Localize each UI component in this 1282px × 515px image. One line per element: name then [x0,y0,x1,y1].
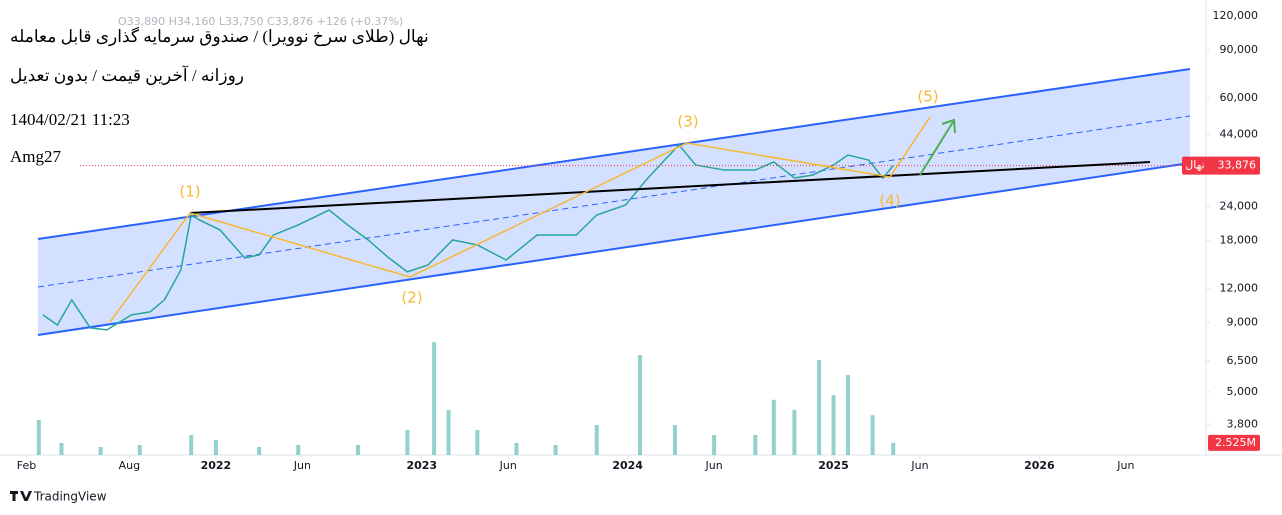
y-tick-label: 120,000 [1213,9,1259,22]
x-tick-label: Feb [17,459,36,472]
volume-bar [189,434,194,455]
logo [10,491,32,501]
y-tick-label: 9,000 [1227,315,1259,328]
x-tick-label: Jun [1116,459,1134,472]
x-tick-label: 2023 [406,459,437,472]
volume-bar [792,409,797,455]
y-tick-label: 60,000 [1220,91,1259,104]
volume-label-bg [1208,434,1260,451]
volume-bar [594,425,599,455]
volume-bar [475,430,480,455]
y-tick-label: 3,800 [1227,417,1259,430]
title: نهال (طلای سرخ نوویرا) / صندوق سرمایه گذ… [10,26,429,47]
x-tick-label: 2024 [612,459,643,472]
wave-label: (3) [677,113,698,131]
channel-lower [37,162,1191,336]
volume-bar [831,395,836,455]
volume-bar [817,359,822,455]
price-tag-symbol: نهال [1185,159,1204,172]
x-tick-label: Jun [910,459,928,472]
channel-mid [37,115,1191,288]
wave-label: (2) [401,289,422,307]
arrow [919,121,954,176]
wave-lines [109,116,931,323]
y-tick-label: 5,000 [1227,385,1259,398]
trend-line [189,161,1151,214]
volume-bar [771,399,776,455]
volume-bar [712,434,717,455]
volume-bar [673,425,677,455]
x-tick-label: Aug [119,459,140,472]
x-tick-label: Jun [705,459,723,472]
volume-bar [638,355,642,455]
wave-label: (4) [879,192,900,210]
volume-bar [405,430,410,455]
volume-bar [59,443,64,455]
y-tick-label: 18,000 [1220,233,1259,246]
volume-bar [432,342,437,455]
wave-label: (5) [917,88,938,106]
volume-bar [296,445,301,455]
volume-bar [845,374,850,455]
volume-bar [355,445,360,455]
x-tick-label: Jun [293,459,311,472]
y-tick-label: 6,500 [1227,354,1259,367]
author: Amg27 [10,147,62,166]
ohlc-legend: O33,890 H34,160 L33,750 C33,876 +126 (+0… [118,15,403,28]
volume-bar [137,445,142,455]
price-tag-bg [1182,156,1260,175]
x-tick-label: 2022 [201,459,232,472]
volume-bar [257,446,262,455]
datetime: 1404/02/21 11:23 [10,110,130,129]
volume-bar [98,446,103,455]
volume-bar [891,442,896,455]
x-tick-label: Jun [499,459,517,472]
y-tick-label: 90,000 [1220,43,1259,56]
y-tick-label: 44,000 [1220,128,1259,141]
arrow-head [941,118,956,134]
volume-bar [213,440,218,455]
x-tick-label: 2026 [1024,459,1055,472]
footer: TradingView [33,490,107,504]
plot [36,143,1206,455]
volume-label: 2.525M [1215,436,1256,449]
subtitle: روزانه / آخرین قیمت / بدون تعدیل [10,64,244,86]
x-tick-label: 2025 [818,459,849,472]
volume-bar [36,419,41,455]
price-tag-value: 33,876 [1218,159,1257,172]
volume-bar [753,434,758,455]
volume-bar [553,445,558,455]
y-tick-label: 12,000 [1220,281,1259,294]
price-line [42,143,894,331]
wave-label: (1) [179,183,200,201]
volume-bar [870,415,875,455]
volume-bar [514,443,519,455]
y-tick-label: 24,000 [1220,199,1259,212]
volume-bar [446,409,451,455]
